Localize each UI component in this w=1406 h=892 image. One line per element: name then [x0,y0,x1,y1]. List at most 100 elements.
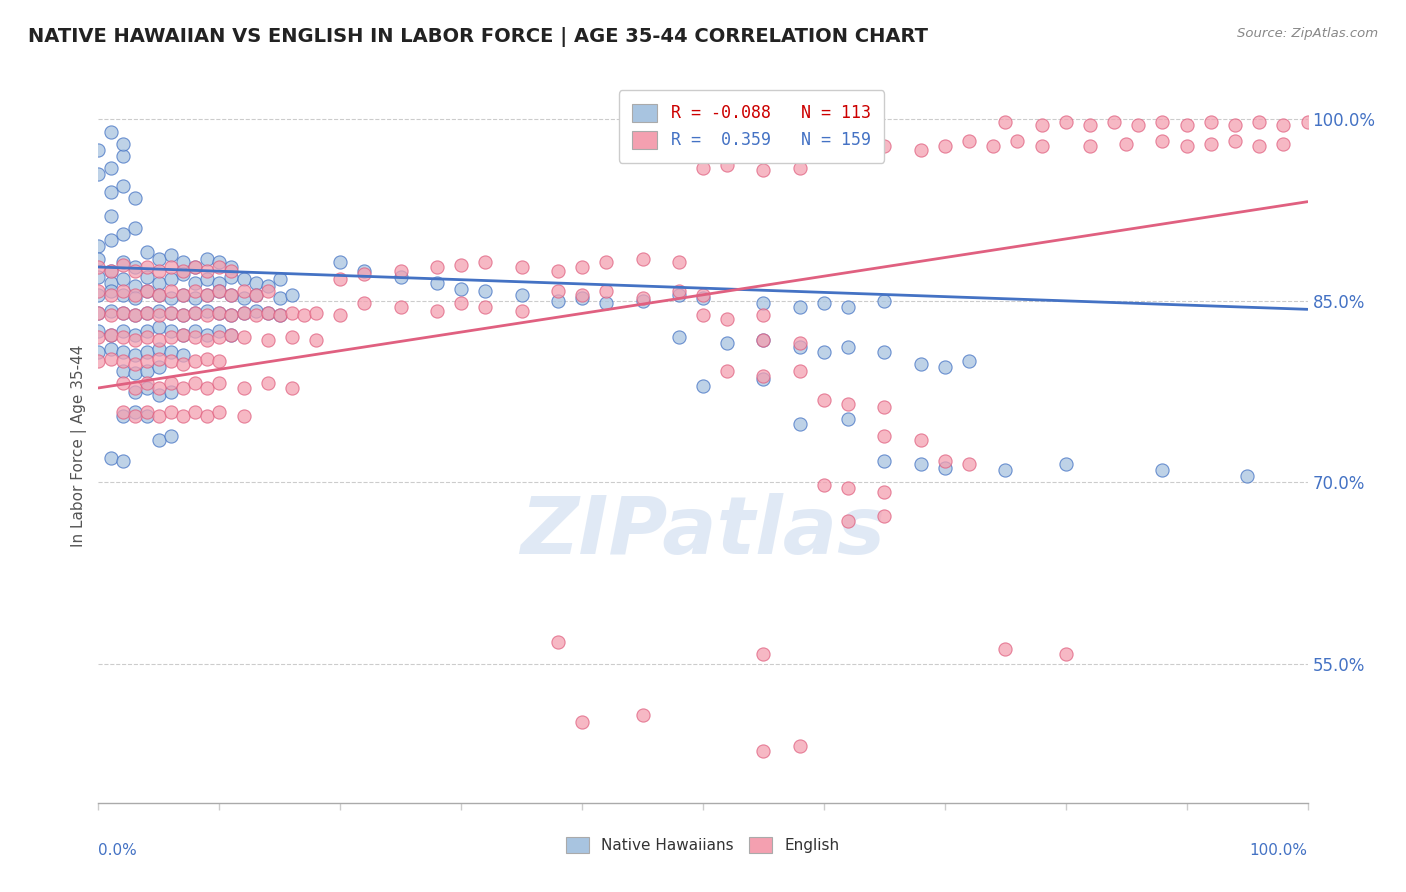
Point [208,255,231,269]
Point [124,263,146,277]
Point [305,333,328,347]
Point [148,433,170,447]
Point [87,306,110,320]
Point [232,306,254,320]
Point [1007,134,1029,148]
Point [547,635,569,649]
Point [135,324,157,338]
Point [124,309,146,323]
Point [1054,115,1077,129]
Point [752,647,775,661]
Point [100,124,122,138]
Point [111,284,134,298]
Point [87,306,110,320]
Point [208,405,231,419]
Point [994,463,1017,477]
Point [124,260,146,274]
Point [329,309,352,323]
Point [111,306,134,320]
Point [873,509,896,524]
Point [184,330,207,344]
Point [910,457,932,471]
Point [1223,119,1246,133]
Point [245,309,267,323]
Point [837,412,859,426]
Point [111,227,134,242]
Point [124,221,146,235]
Point [195,333,218,347]
Point [245,288,267,302]
Text: NATIVE HAWAIIAN VS ENGLISH IN LABOR FORCE | AGE 35-44 CORRELATION CHART: NATIVE HAWAIIAN VS ENGLISH IN LABOR FORC… [28,27,928,46]
Point [111,178,134,193]
Point [148,351,170,366]
Point [256,279,278,293]
Point [474,255,496,269]
Point [1031,139,1053,153]
Point [1031,119,1053,133]
Point [232,284,254,298]
Point [172,409,194,423]
Point [1175,119,1198,133]
Point [87,260,110,274]
Point [668,255,690,269]
Point [100,263,122,277]
Point [789,417,811,432]
Point [148,320,170,334]
Point [789,340,811,354]
Point [813,296,835,310]
Point [100,209,122,223]
Point [221,288,243,302]
Point [269,309,291,323]
Point [353,267,375,281]
Point [752,744,775,758]
Point [692,309,714,323]
Point [1272,119,1295,133]
Point [111,409,134,423]
Point [668,330,690,344]
Point [172,255,194,269]
Point [111,453,134,467]
Point [87,354,110,368]
Point [100,451,122,466]
Point [135,245,157,260]
Point [208,260,231,274]
Point [221,309,243,323]
Point [329,272,352,286]
Point [172,309,194,323]
Text: 0.0%: 0.0% [98,843,138,858]
Point [135,344,157,359]
Point [752,368,775,383]
Point [232,330,254,344]
Point [281,330,304,344]
Point [221,260,243,274]
Point [208,306,231,320]
Point [111,376,134,390]
Point [571,288,593,302]
Point [100,303,122,318]
Point [245,288,267,302]
Point [305,306,328,320]
Point [450,296,472,310]
Point [571,714,593,729]
Point [389,300,412,314]
Point [245,303,267,318]
Point [837,481,859,495]
Point [160,260,183,274]
Point [1054,457,1077,471]
Point [256,376,278,390]
Point [111,136,134,151]
Point [631,252,654,266]
Point [994,115,1017,129]
Point [1054,647,1077,661]
Point [221,288,243,302]
Point [160,330,183,344]
Point [1236,469,1258,483]
Point [692,292,714,306]
Point [232,292,254,306]
Point [208,276,231,290]
Point [87,143,110,157]
Point [221,327,243,342]
Point [195,351,218,366]
Point [124,348,146,362]
Point [1152,134,1174,148]
